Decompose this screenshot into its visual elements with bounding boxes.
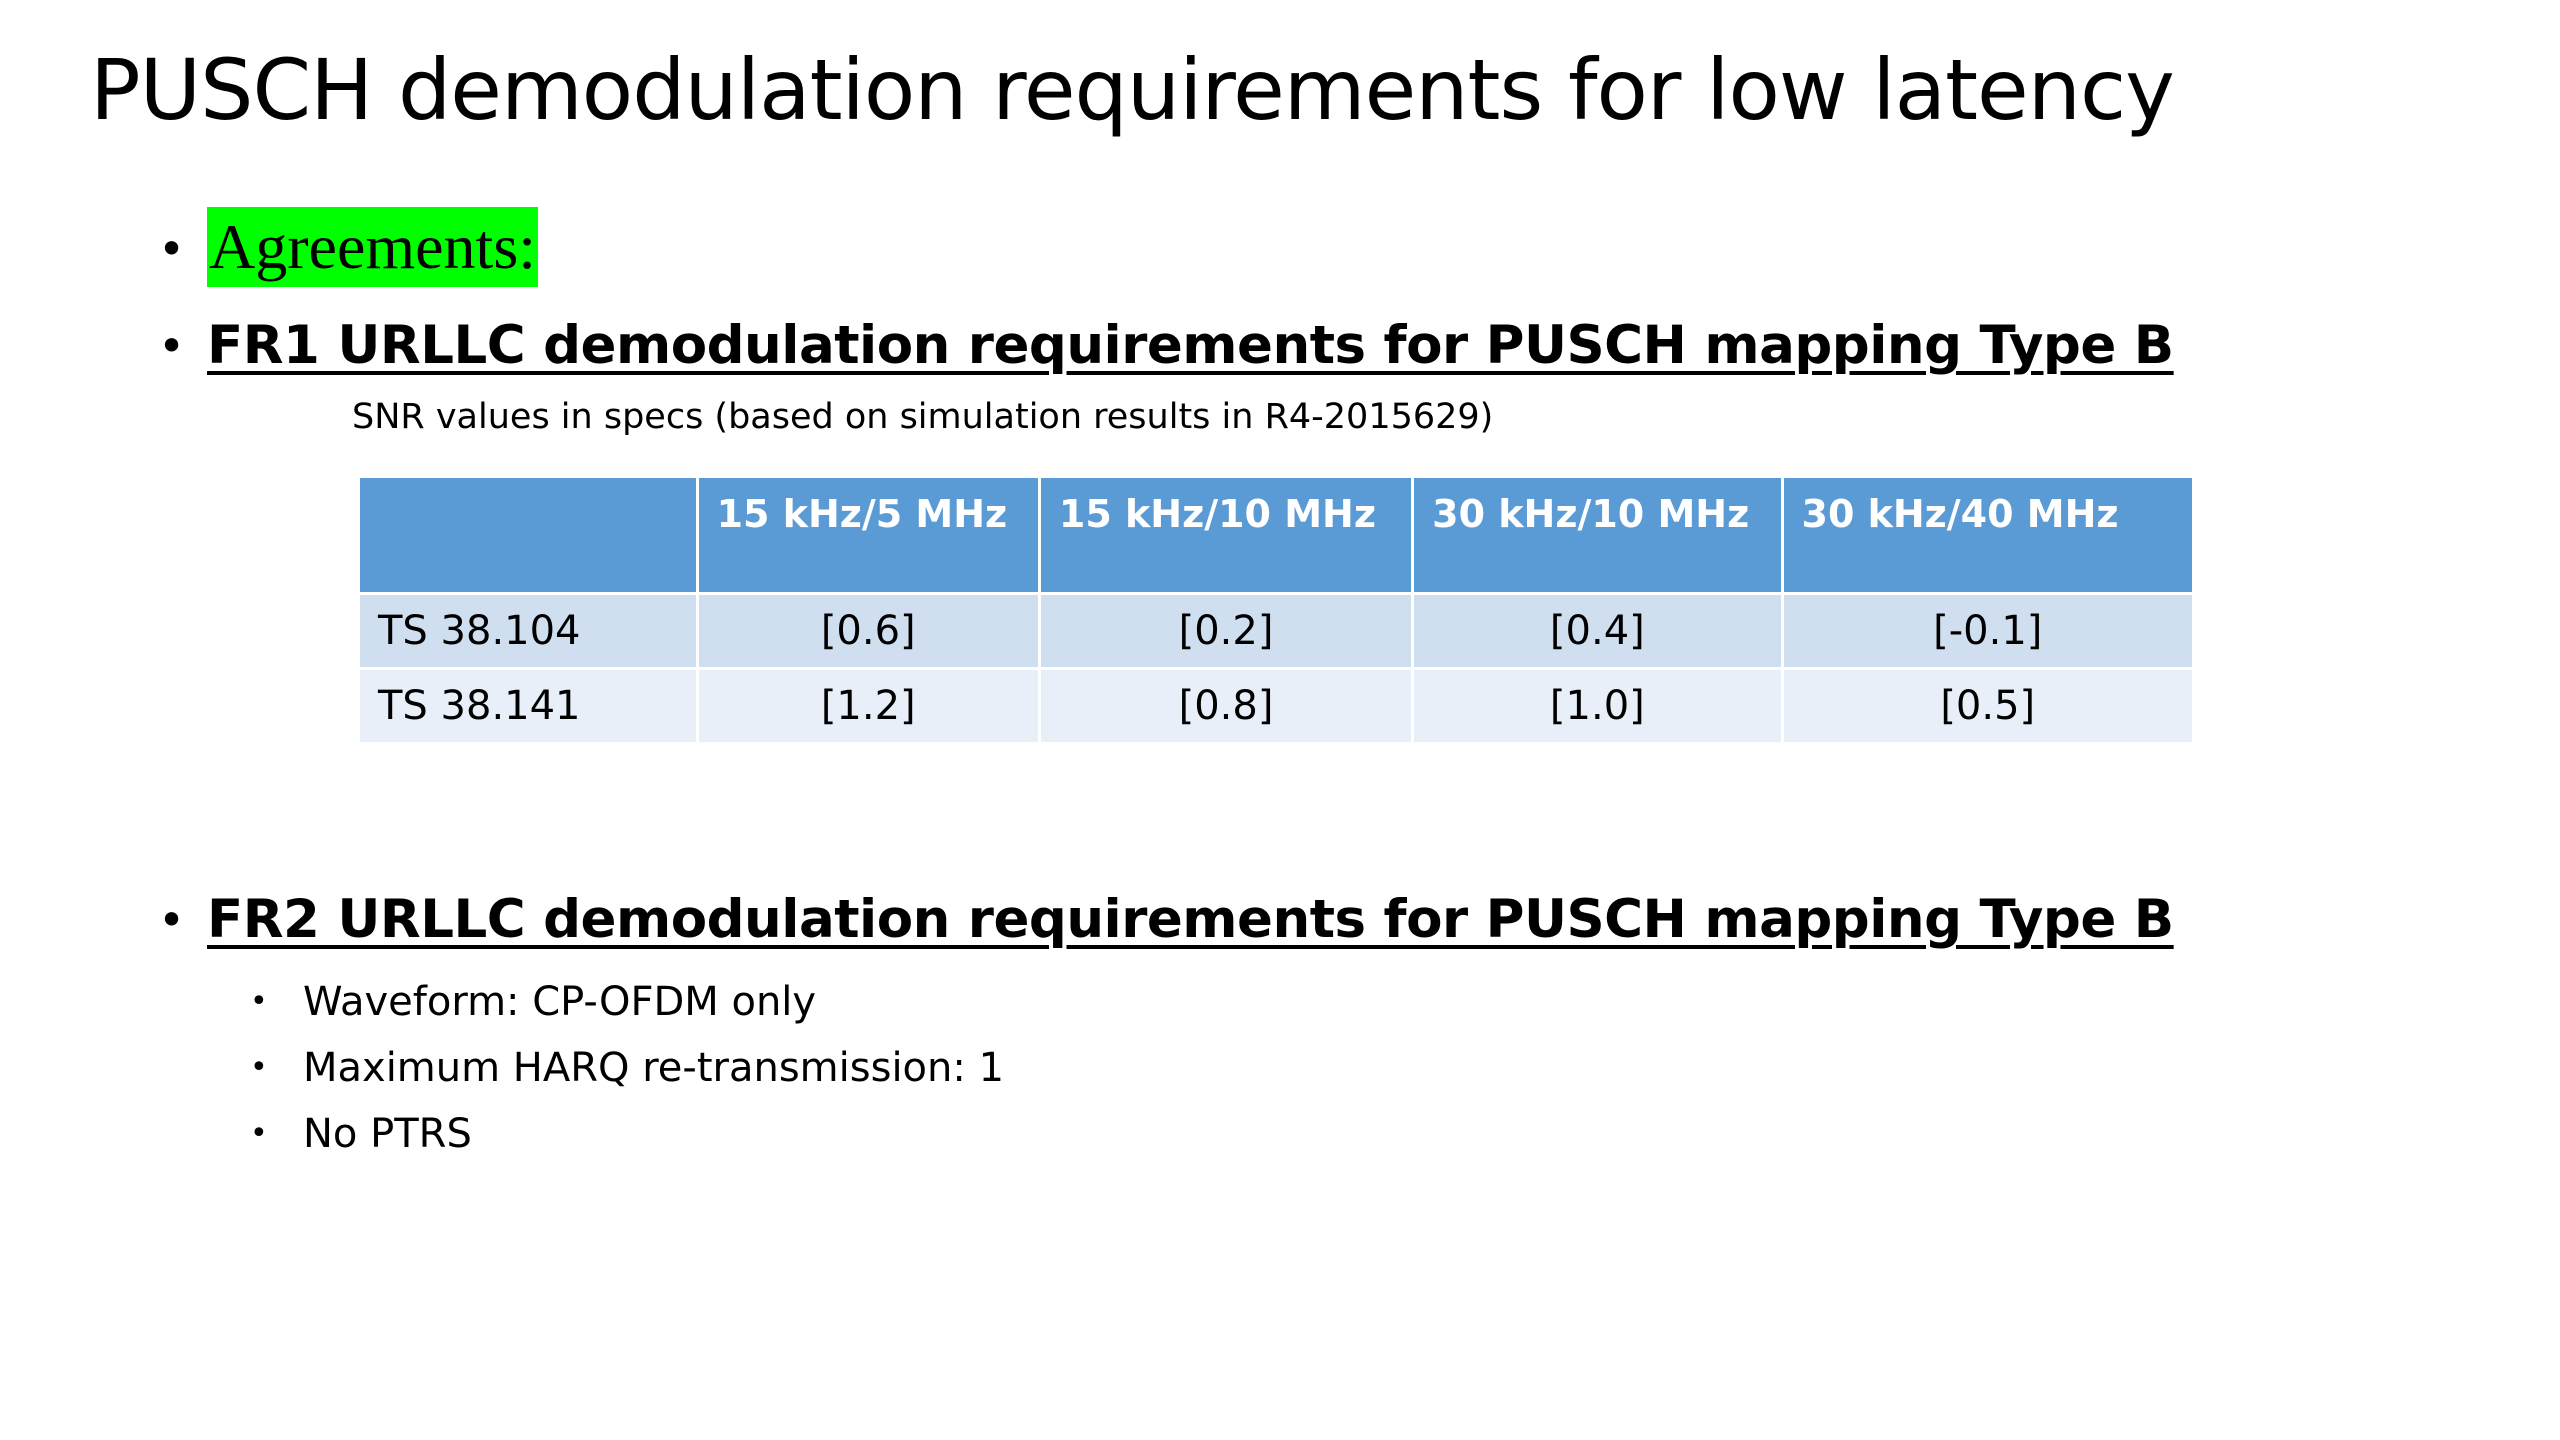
table-header-cell: 15 kHz/10 MHz [1040, 478, 1412, 592]
bullet-dot: • [250, 984, 268, 1019]
table-cell: [1.0] [1414, 670, 1781, 742]
table-header-row: 15 kHz/5 MHz 15 kHz/10 MHz 30 kHz/10 MHz… [360, 478, 2192, 592]
table-cell: [-0.1] [1783, 595, 2192, 667]
bullet-dot: • [158, 222, 186, 276]
table-cell: [0.4] [1414, 595, 1781, 667]
bullet-dot: • [158, 893, 186, 947]
fr1-heading: FR1 URLLC demodulation requirements for … [207, 315, 2174, 376]
table-cell: [0.5] [1783, 670, 2192, 742]
table-header-cell [360, 478, 696, 592]
snr-note: SNR values in specs (based on simulation… [352, 397, 1494, 437]
table-cell: [0.8] [1040, 670, 1412, 742]
table-header-cell: 30 kHz/10 MHz [1414, 478, 1781, 592]
table-header-cell: 15 kHz/5 MHz [698, 478, 1038, 592]
bullet-dot: • [158, 319, 186, 373]
bullet-dot: • [250, 1116, 268, 1151]
slide-title: PUSCH demodulation requirements for low … [90, 41, 2175, 139]
list-item-text: No PTRS [303, 1111, 472, 1157]
table-cell: [0.2] [1040, 595, 1412, 667]
list-item-text: Maximum HARQ re-transmission: 1 [303, 1045, 1005, 1091]
table-header-cell: 30 kHz/40 MHz [1783, 478, 2192, 592]
table-row: TS 38.141 [1.2] [0.8] [1.0] [0.5] [360, 670, 2192, 742]
list-item-text: Waveform: CP-OFDM only [303, 979, 817, 1025]
agreements-label: Agreements: [207, 207, 538, 287]
fr2-heading: FR2 URLLC demodulation requirements for … [207, 889, 2174, 950]
row-label: TS 38.104 [360, 595, 696, 667]
table-row: TS 38.104 [0.6] [0.2] [0.4] [-0.1] [360, 595, 2192, 667]
bullet-dot: • [250, 1050, 268, 1085]
table-cell: [1.2] [698, 670, 1038, 742]
row-label: TS 38.141 [360, 670, 696, 742]
snr-table: 15 kHz/5 MHz 15 kHz/10 MHz 30 kHz/10 MHz… [357, 475, 2195, 745]
table-cell: [0.6] [698, 595, 1038, 667]
